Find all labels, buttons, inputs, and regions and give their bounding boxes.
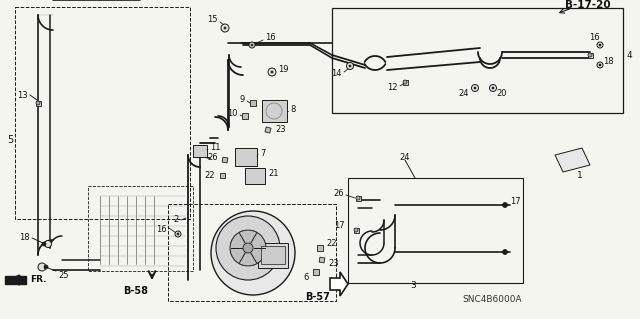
Polygon shape bbox=[220, 173, 225, 177]
Circle shape bbox=[45, 241, 51, 248]
Text: B-58: B-58 bbox=[124, 286, 148, 296]
Text: 16: 16 bbox=[265, 33, 276, 42]
Polygon shape bbox=[588, 53, 593, 57]
Text: SNC4B6000A: SNC4B6000A bbox=[462, 295, 522, 305]
Polygon shape bbox=[5, 276, 26, 284]
Circle shape bbox=[346, 63, 353, 70]
Polygon shape bbox=[330, 272, 348, 296]
Circle shape bbox=[502, 249, 508, 255]
Circle shape bbox=[38, 263, 46, 271]
Bar bbox=[88, 186, 193, 271]
Text: 9: 9 bbox=[240, 95, 245, 105]
Circle shape bbox=[354, 228, 358, 232]
Polygon shape bbox=[222, 157, 228, 163]
Circle shape bbox=[349, 65, 351, 67]
Text: 6: 6 bbox=[303, 273, 309, 283]
Text: 22: 22 bbox=[326, 240, 337, 249]
Circle shape bbox=[216, 216, 280, 280]
Text: 20: 20 bbox=[496, 90, 506, 99]
Bar bbox=[168, 204, 336, 301]
Bar bbox=[261, 246, 285, 264]
Circle shape bbox=[490, 85, 497, 92]
Text: 7: 7 bbox=[260, 149, 266, 158]
Text: 21: 21 bbox=[268, 169, 278, 179]
Circle shape bbox=[36, 101, 40, 105]
Bar bbox=[193, 145, 207, 157]
Circle shape bbox=[221, 24, 229, 32]
Text: 23: 23 bbox=[275, 125, 285, 135]
Text: 14: 14 bbox=[332, 69, 342, 78]
Text: 11: 11 bbox=[210, 144, 221, 152]
Text: 5: 5 bbox=[7, 135, 13, 145]
Circle shape bbox=[599, 64, 601, 66]
Bar bbox=[245, 168, 265, 184]
Circle shape bbox=[224, 27, 226, 29]
Text: FR.: FR. bbox=[30, 276, 47, 285]
Circle shape bbox=[249, 42, 255, 48]
Text: 16: 16 bbox=[589, 33, 599, 42]
Text: 17: 17 bbox=[510, 197, 520, 206]
Circle shape bbox=[492, 87, 494, 89]
Bar bbox=[332, 8, 623, 113]
Circle shape bbox=[588, 53, 592, 57]
Polygon shape bbox=[555, 148, 590, 172]
Text: 16: 16 bbox=[156, 226, 167, 234]
Text: 8: 8 bbox=[290, 106, 296, 115]
Circle shape bbox=[502, 203, 508, 207]
Circle shape bbox=[175, 231, 181, 237]
Text: 25: 25 bbox=[58, 271, 68, 279]
Text: 26: 26 bbox=[207, 152, 218, 161]
Text: 23: 23 bbox=[328, 258, 339, 268]
Bar bbox=[235, 148, 257, 166]
Circle shape bbox=[42, 242, 46, 246]
Text: 24: 24 bbox=[458, 90, 469, 99]
Text: 10: 10 bbox=[227, 109, 238, 118]
Circle shape bbox=[230, 230, 266, 266]
Circle shape bbox=[268, 68, 276, 76]
Text: 18: 18 bbox=[603, 57, 614, 66]
Text: 12: 12 bbox=[387, 84, 398, 93]
Circle shape bbox=[271, 71, 273, 73]
Polygon shape bbox=[313, 269, 319, 275]
Polygon shape bbox=[35, 100, 40, 106]
Text: 26: 26 bbox=[333, 189, 344, 198]
Text: 2: 2 bbox=[173, 216, 179, 225]
Circle shape bbox=[211, 211, 295, 295]
Polygon shape bbox=[250, 100, 256, 106]
Polygon shape bbox=[353, 227, 358, 233]
Polygon shape bbox=[319, 257, 325, 263]
Text: 18: 18 bbox=[19, 234, 30, 242]
Circle shape bbox=[177, 233, 179, 235]
Text: 24: 24 bbox=[400, 152, 410, 161]
Circle shape bbox=[472, 85, 479, 92]
Bar bbox=[348, 178, 523, 283]
Text: 15: 15 bbox=[207, 16, 218, 25]
Text: 4: 4 bbox=[627, 50, 632, 60]
Text: 1: 1 bbox=[577, 170, 583, 180]
Circle shape bbox=[403, 80, 407, 84]
Circle shape bbox=[597, 62, 603, 68]
Polygon shape bbox=[403, 79, 408, 85]
Polygon shape bbox=[317, 245, 323, 251]
Bar bbox=[15, 7, 190, 219]
Text: 17: 17 bbox=[334, 221, 345, 231]
Bar bbox=[262, 100, 287, 122]
Bar bbox=[258, 243, 288, 268]
Circle shape bbox=[44, 265, 48, 269]
Circle shape bbox=[251, 44, 253, 46]
Text: 3: 3 bbox=[410, 281, 416, 291]
Circle shape bbox=[599, 44, 601, 46]
Text: B-17-20: B-17-20 bbox=[565, 0, 611, 10]
Polygon shape bbox=[355, 196, 360, 201]
Text: 19: 19 bbox=[278, 65, 289, 75]
Text: 22: 22 bbox=[205, 170, 215, 180]
Polygon shape bbox=[265, 127, 271, 133]
Text: 13: 13 bbox=[17, 91, 28, 100]
Circle shape bbox=[356, 196, 360, 200]
Circle shape bbox=[474, 87, 476, 89]
Polygon shape bbox=[242, 113, 248, 119]
Text: B-57: B-57 bbox=[305, 292, 330, 302]
Circle shape bbox=[243, 243, 253, 253]
Circle shape bbox=[597, 42, 603, 48]
